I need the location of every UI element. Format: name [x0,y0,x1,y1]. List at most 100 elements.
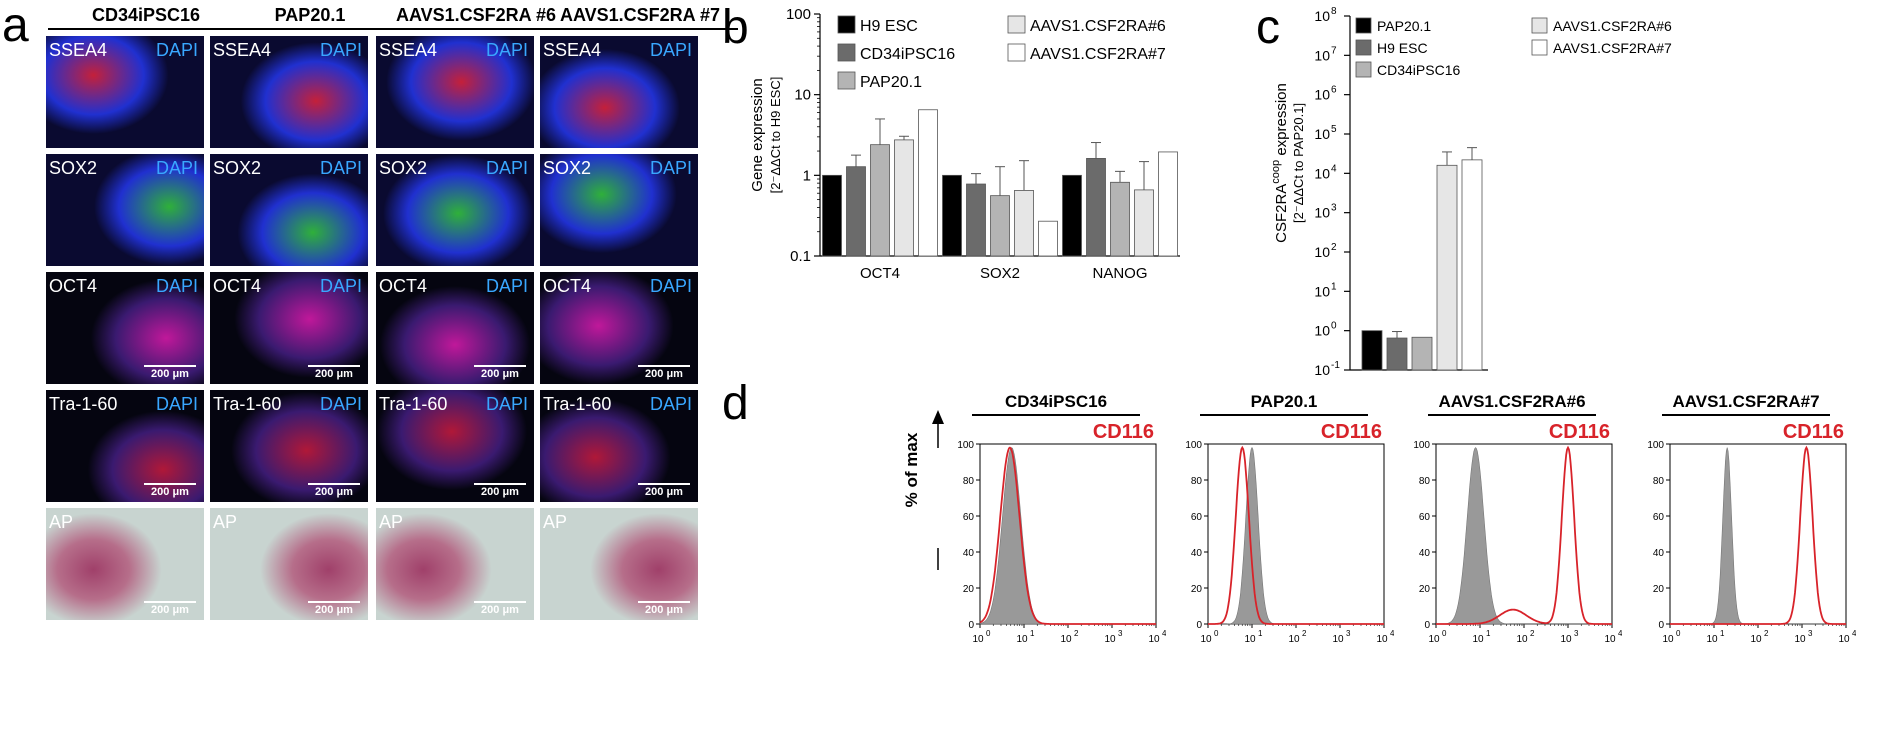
panel-a-scale-bar: 200 μm [144,601,196,616]
panel-d-x-tick-exponent: 0 [986,629,991,638]
panel-c-y-tick-label: 10 [1314,244,1330,260]
panel-d-x-tick-label: 10 [1706,634,1718,645]
panel-c-y-tick-label: 10 [1314,283,1330,299]
panel-b-bar [990,195,1010,257]
panel-c-y-tick-label: 10 [1314,362,1330,378]
panel-b-bar [846,166,866,257]
panel-d-sample-title: PAP20.1 [1200,392,1368,416]
panel-d-x-tick-label: 10 [1200,634,1212,645]
panel-d-x-tick-exponent: 4 [1162,629,1166,638]
panel-d-x-tick-label: 10 [1332,634,1344,645]
panel-b-legend-label: PAP20.1 [860,74,922,91]
panel-d-y-tick-label: 20 [1191,584,1203,595]
panel-d-cd116-histogram [1208,445,1384,625]
panel-c-label: c [1256,1,1280,54]
panel-d-y-tick-label: 60 [1419,512,1431,523]
panel-b-y-tick-label: 100 [786,6,811,23]
panel-a-counterstain-label: DAPI [649,40,692,60]
panel-d-x-tick-exponent: 1 [1030,629,1035,638]
panel-d-x-tick-exponent: 1 [1486,629,1491,638]
panel-a-image-sox2-1: SOX2 DAPI [46,154,204,266]
panel-a-scale-bar: 200 μm [638,483,690,498]
panel-c-legend-swatch [1355,39,1372,56]
panel-c-y-tick-label: 10 [1314,47,1330,63]
panel-d-sample-title: CD34iPSC16 [972,392,1140,416]
panel-a-counterstain-label: DAPI [319,40,362,60]
panel-d-y-tick-label: 80 [963,476,975,487]
panel-b-legend-swatch [837,43,856,62]
panel-c-y-label-sub: [2⁻ΔΔCt to PAP20.1] [1291,103,1306,223]
panel-d-x-tick-label: 10 [1376,634,1388,645]
panel-b-bar [894,139,914,257]
panel-d-x-tick-label: 10 [1838,634,1850,645]
panel-a-counterstain-label: DAPI [485,394,528,414]
panel-a-scale-bar-label: 200 μm [481,368,519,380]
panel-a-marker-label: AP [49,512,74,532]
panel-d-x-tick-exponent: 3 [1118,629,1123,638]
panel-c-legend-label: AAVS1.CSF2RA#7 [1553,40,1672,56]
panel-a-image-tra-1-60-1: Tra-1-60 DAPI 200 μm [46,390,204,502]
panel-d-y-tick-label: 60 [963,512,975,523]
panel-a-marker-label: AP [543,512,568,532]
panel-d-marker-label: CD116 [1783,421,1844,443]
panel-d-isotype-histogram [1436,447,1612,625]
panel-a-image-oct4-2: OCT4 DAPI 200 μm [210,272,368,384]
panel-a-scale-bar-label: 200 μm [481,486,519,498]
panel-d-y-tick-label: 100 [1185,440,1202,451]
panel-c-legend-label: AAVS1.CSF2RA#6 [1553,18,1672,34]
panel-a-marker-label: SSEA4 [543,40,602,60]
panel-d-x-tick-exponent: 2 [1074,629,1079,638]
panel-d-x-tick-label: 10 [972,634,984,645]
panel-a-counterstain-label: DAPI [485,40,528,60]
panel-a-marker-label: OCT4 [543,276,592,296]
panel-a-marker-label: OCT4 [213,276,262,296]
panel-d-x-tick-label: 10 [1750,634,1762,645]
panel-b-bar [1062,174,1082,257]
panel-d-y-tick-label: 0 [1658,620,1664,631]
panel-a-counterstain-label: DAPI [155,40,198,60]
panel-b-legend-label: CD34iPSC16 [860,46,955,63]
panel-b-legend-swatch [837,15,856,34]
panel-d-x-tick-label: 10 [1472,634,1484,645]
panel-d-y-tick-label: 0 [1196,620,1202,631]
panel-a-counterstain-label: DAPI [319,158,362,178]
panel-d-x-tick-exponent: 0 [1676,629,1681,638]
panel-c-y-tick-label: 10 [1314,87,1330,103]
panel-a-image-oct4-4: OCT4 DAPI 200 μm [540,272,698,384]
panel-a-image-ssea4-4: SSEA4 DAPI [540,36,698,148]
panel-d-x-tick-exponent: 4 [1852,629,1856,638]
panel-a-scale-bar-label: 200 μm [151,486,189,498]
panel-b-bar [822,174,842,257]
panel-d-label: d [722,377,749,430]
panel-d-x-tick-exponent: 1 [1720,629,1725,638]
panel-c-legend-label: CD34iPSC16 [1377,62,1460,78]
panel-a-image-ssea4-2: SSEA4 DAPI [210,36,368,148]
panel-d-y-tick-label: 20 [1419,584,1431,595]
panel-a-image-ap-4: AP 200 μm [540,508,698,620]
panel-d-y-tick-label: 40 [1191,548,1203,559]
panel-d-y-tick-label: 80 [1653,476,1665,487]
panel-a-marker-label: SOX2 [379,158,428,178]
panel-d-y-tick-label: 20 [1653,584,1665,595]
panel-a-marker-label: OCT4 [49,276,98,296]
panel-b-legend-label: AAVS1.CSF2RA#7 [1030,46,1166,63]
panel-c-y-tick-exponent: 3 [1331,203,1337,214]
panel-d-y-tick-label: 60 [1191,512,1203,523]
panel-c-y-tick-exponent: 4 [1331,163,1337,174]
panel-c-y-tick-exponent: 1 [1331,281,1337,292]
panel-d-x-tick-label: 10 [1794,634,1806,645]
panel-a-scale-bar: 200 μm [308,483,360,498]
panel-b-category-label: NANOG [1092,265,1147,282]
panel-b-legend-swatch [1007,15,1026,34]
panel-b-bar [1038,220,1058,257]
panel-d-plot-frame [1207,443,1385,625]
panel-a-image-ap-2: AP 200 μm [210,508,368,620]
panel-b-category-label: SOX2 [980,265,1020,282]
panel-d-x-tick-label: 10 [1148,634,1160,645]
panel-a-scale-bar: 200 μm [638,601,690,616]
panel-a-scale-bar: 200 μm [474,483,526,498]
panel-b-bar [870,144,890,257]
